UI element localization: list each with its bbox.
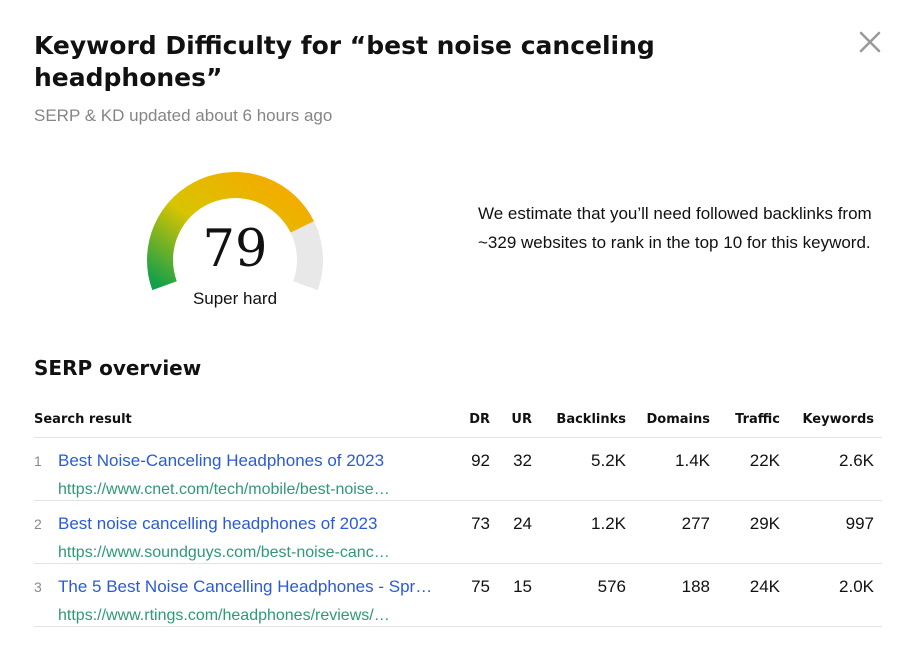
result-url-link[interactable]: https://www.soundguys.com/best-noise-can… bbox=[58, 544, 390, 561]
result-position: 2 bbox=[34, 516, 42, 532]
gauge-track bbox=[290, 221, 323, 291]
column-backlinks[interactable]: Backlinks bbox=[540, 402, 634, 438]
dr-value: 73 bbox=[458, 500, 498, 564]
domains-value[interactable]: 277 bbox=[634, 500, 718, 564]
domains-value[interactable]: 1.4K bbox=[634, 437, 718, 501]
column-keywords[interactable]: Keywords bbox=[788, 402, 882, 438]
domains-value[interactable]: 188 bbox=[634, 563, 718, 627]
search-result-cell: 1 Best Noise-Canceling Headphones of 202… bbox=[34, 437, 458, 501]
keywords-value[interactable]: 2.6K bbox=[788, 437, 882, 501]
difficulty-score: 79 bbox=[202, 220, 268, 279]
result-url-link[interactable]: https://www.cnet.com/tech/mobile/best-no… bbox=[58, 481, 390, 498]
difficulty-gauge: 79 Super hard bbox=[140, 164, 330, 314]
gauge-arc bbox=[147, 172, 323, 291]
update-status: SERP & KD updated about 6 hours ago bbox=[34, 106, 333, 125]
keywords-value[interactable]: 997 bbox=[788, 500, 882, 564]
dr-value: 92 bbox=[458, 437, 498, 501]
table-row: 2 Best noise cancelling headphones of 20… bbox=[34, 500, 882, 564]
table-row: 3 The 5 Best Noise Cancelling Headphones… bbox=[34, 563, 882, 627]
result-title-link[interactable]: Best noise cancelling headphones of 2023 bbox=[58, 514, 378, 533]
difficulty-label: Super hard bbox=[192, 289, 278, 308]
backlinks-value[interactable]: 1.2K bbox=[540, 500, 634, 564]
backlink-estimate: We estimate that you’ll need followed ba… bbox=[478, 204, 872, 252]
result-title-link[interactable]: The 5 Best Noise Cancelling Headphones -… bbox=[58, 577, 433, 596]
dr-value: 75 bbox=[458, 563, 498, 627]
column-ur[interactable]: UR bbox=[498, 402, 540, 438]
serp-overview-title: SERP overview bbox=[34, 356, 202, 380]
column-search-result[interactable]: Search result bbox=[34, 402, 458, 438]
search-result-cell: 2 Best noise cancelling headphones of 20… bbox=[34, 500, 458, 564]
ur-value: 32 bbox=[498, 437, 540, 501]
traffic-value[interactable]: 24K bbox=[718, 563, 788, 627]
close-icon[interactable] bbox=[858, 30, 882, 54]
backlinks-value[interactable]: 5.2K bbox=[540, 437, 634, 501]
table-row: 1 Best Noise-Canceling Headphones of 202… bbox=[34, 437, 882, 501]
column-domains[interactable]: Domains bbox=[634, 402, 718, 438]
search-result-cell: 3 The 5 Best Noise Cancelling Headphones… bbox=[34, 563, 458, 627]
serp-table: Search result DR UR Backlinks Domains Tr… bbox=[34, 402, 882, 627]
modal-title: Keyword Difficulty for “best noise cance… bbox=[34, 31, 655, 92]
result-position: 1 bbox=[34, 453, 42, 469]
result-url-link[interactable]: https://www.rtings.com/headphones/review… bbox=[58, 607, 390, 624]
result-title-link[interactable]: Best Noise-Canceling Headphones of 2023 bbox=[58, 451, 385, 470]
gauge-fill bbox=[147, 172, 314, 291]
ur-value: 24 bbox=[498, 500, 540, 564]
serp-header-row: Search result DR UR Backlinks Domains Tr… bbox=[34, 402, 882, 438]
ur-value: 15 bbox=[498, 563, 540, 627]
result-position: 3 bbox=[34, 579, 42, 595]
backlinks-value[interactable]: 576 bbox=[540, 563, 634, 627]
column-dr[interactable]: DR bbox=[458, 402, 498, 438]
keywords-value[interactable]: 2.0K bbox=[788, 563, 882, 627]
traffic-value[interactable]: 22K bbox=[718, 437, 788, 501]
column-traffic[interactable]: Traffic bbox=[718, 402, 788, 438]
traffic-value[interactable]: 29K bbox=[718, 500, 788, 564]
